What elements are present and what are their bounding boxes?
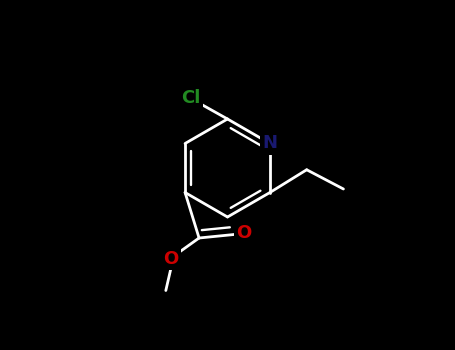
Text: Cl: Cl bbox=[181, 89, 201, 107]
Text: N: N bbox=[263, 134, 278, 153]
Text: O: O bbox=[163, 250, 179, 268]
Text: O: O bbox=[236, 224, 252, 242]
